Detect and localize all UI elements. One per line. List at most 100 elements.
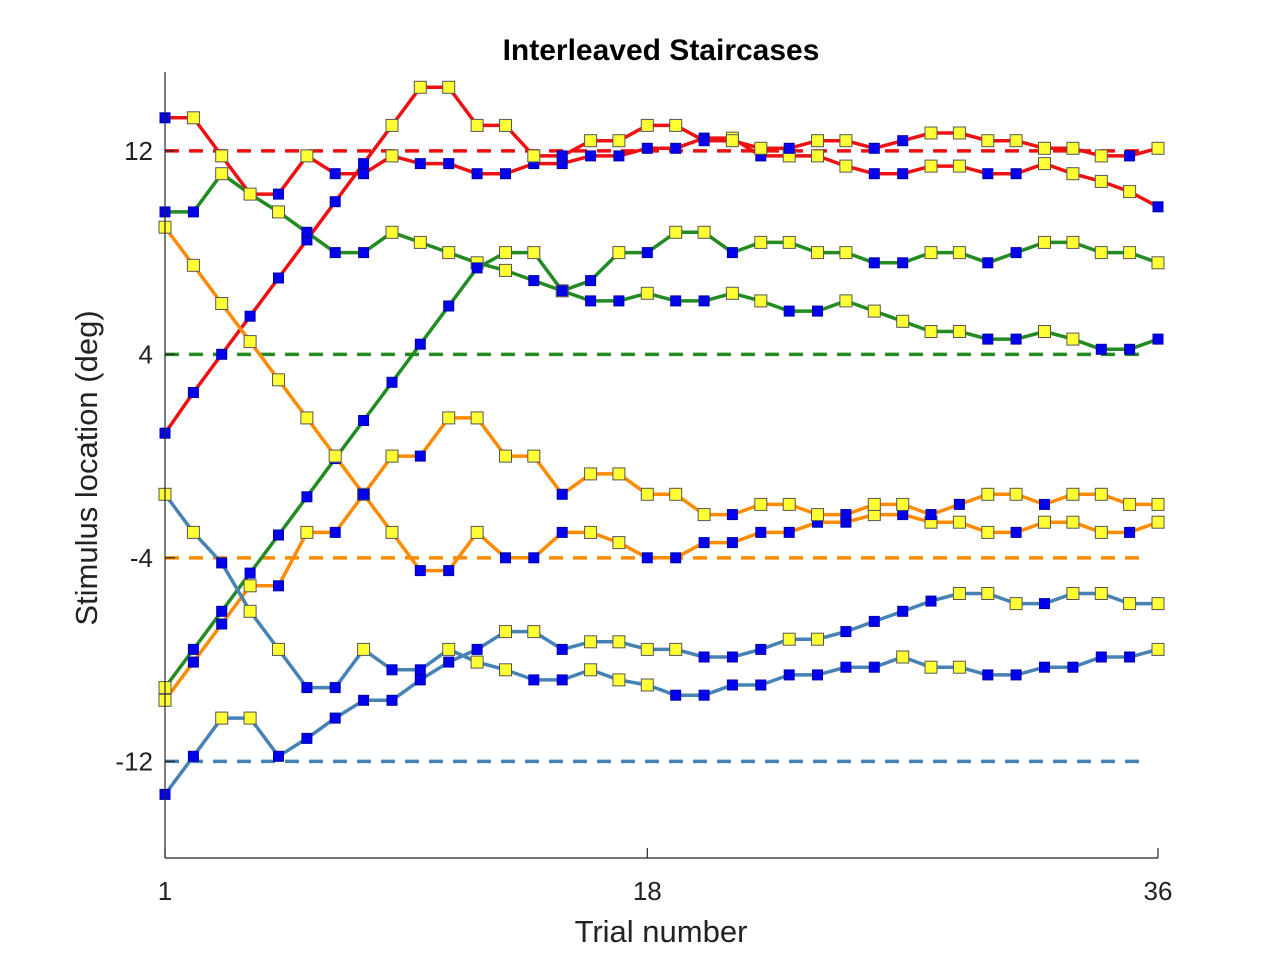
y-tick-label: 12	[124, 136, 153, 166]
data-point-yellow	[669, 225, 683, 239]
data-point-blue	[726, 651, 738, 663]
data-point-yellow	[896, 650, 910, 664]
data-point-yellow	[952, 126, 966, 140]
data-point-blue	[471, 262, 483, 274]
data-point-yellow	[1123, 246, 1137, 260]
data-point-blue	[1152, 333, 1164, 345]
data-point-blue	[329, 168, 341, 180]
data-point-blue	[556, 150, 568, 162]
data-point-yellow	[1066, 235, 1080, 249]
data-point-blue	[1010, 333, 1022, 345]
data-point-yellow	[811, 134, 824, 148]
data-point-yellow	[782, 632, 796, 646]
data-point-blue	[386, 694, 398, 706]
data-point-yellow	[1094, 149, 1108, 163]
data-point-blue	[783, 669, 795, 681]
data-point-yellow	[839, 246, 853, 260]
data-point-yellow	[1066, 167, 1080, 181]
data-point-yellow	[243, 187, 257, 201]
data-point-yellow	[215, 167, 229, 181]
data-point-yellow	[612, 134, 626, 148]
data-point-blue	[358, 415, 370, 426]
data-point-yellow	[499, 246, 512, 260]
data-point-yellow	[385, 118, 399, 132]
data-point-yellow	[981, 487, 995, 501]
data-point-blue	[414, 450, 426, 462]
data-point-blue	[868, 257, 880, 269]
data-point-yellow	[186, 525, 200, 539]
data-point-yellow	[612, 467, 626, 481]
data-point-yellow	[1066, 332, 1080, 346]
data-point-yellow	[811, 149, 824, 163]
staircase-series-line	[165, 116, 1159, 209]
data-point-blue	[726, 537, 738, 549]
data-point-blue	[783, 526, 795, 538]
data-point-blue	[670, 552, 682, 564]
data-point-yellow	[527, 449, 541, 463]
data-point-blue	[783, 305, 795, 317]
data-point-blue	[358, 694, 370, 706]
data-point-blue	[273, 272, 284, 284]
data-point-yellow	[924, 660, 938, 674]
data-point-yellow	[952, 515, 966, 529]
data-point-blue	[1095, 651, 1107, 663]
data-point-yellow	[697, 508, 711, 522]
data-point-blue	[1095, 343, 1107, 355]
data-point-blue	[698, 537, 710, 549]
data-point-yellow	[300, 149, 314, 163]
data-point-yellow	[243, 604, 257, 618]
data-point-blue	[556, 674, 568, 686]
data-point-blue	[613, 295, 625, 307]
data-point-yellow	[243, 335, 257, 349]
data-point-yellow	[442, 246, 456, 260]
data-point-yellow	[1094, 246, 1108, 260]
data-point-yellow	[924, 325, 938, 338]
data-point-blue	[613, 150, 625, 162]
data-point-blue	[840, 626, 852, 638]
data-point-blue	[925, 595, 937, 607]
data-point-yellow	[1066, 515, 1080, 529]
data-point-blue	[783, 142, 795, 154]
data-point-yellow	[272, 373, 285, 387]
data-point-yellow	[1066, 587, 1080, 600]
data-point-blue	[528, 552, 540, 564]
x-tick-label: 36	[1144, 876, 1173, 906]
data-point-yellow	[499, 118, 512, 132]
staircase-series-line	[165, 171, 1159, 352]
data-point-yellow	[669, 642, 683, 656]
data-point-yellow	[1009, 134, 1023, 148]
data-point-yellow	[981, 525, 995, 539]
data-point-blue	[273, 529, 284, 541]
data-point-yellow	[612, 673, 626, 687]
data-point-yellow	[186, 111, 200, 125]
data-point-blue	[698, 135, 710, 147]
data-point-yellow	[186, 258, 200, 272]
data-point-yellow	[1094, 487, 1108, 501]
data-point-blue	[897, 257, 909, 269]
x-tick-label: 1	[158, 876, 172, 906]
data-point-yellow	[470, 655, 484, 669]
data-point-yellow	[981, 587, 995, 600]
data-point-blue	[585, 275, 597, 287]
data-point-blue	[1010, 168, 1022, 180]
data-point-yellow	[499, 663, 512, 677]
data-point-yellow	[1123, 185, 1137, 199]
data-point-yellow	[1009, 487, 1023, 501]
data-point-blue	[358, 488, 370, 500]
data-point-yellow	[952, 246, 966, 260]
data-point-blue	[1010, 247, 1022, 259]
data-point-blue	[641, 552, 653, 564]
data-point-yellow	[584, 663, 598, 677]
data-point-blue	[698, 689, 710, 701]
data-point-yellow	[1151, 141, 1165, 155]
data-point-blue	[500, 552, 511, 564]
data-point-blue	[698, 651, 710, 663]
data-point-blue	[1124, 150, 1136, 162]
data-point-blue	[216, 618, 228, 630]
data-point-yellow	[272, 642, 285, 656]
data-point-yellow	[499, 263, 512, 277]
data-point-blue	[840, 509, 852, 521]
data-point-blue	[897, 135, 909, 147]
chart-title: Interleaved Staircases	[503, 34, 820, 67]
data-point-yellow	[981, 134, 995, 148]
